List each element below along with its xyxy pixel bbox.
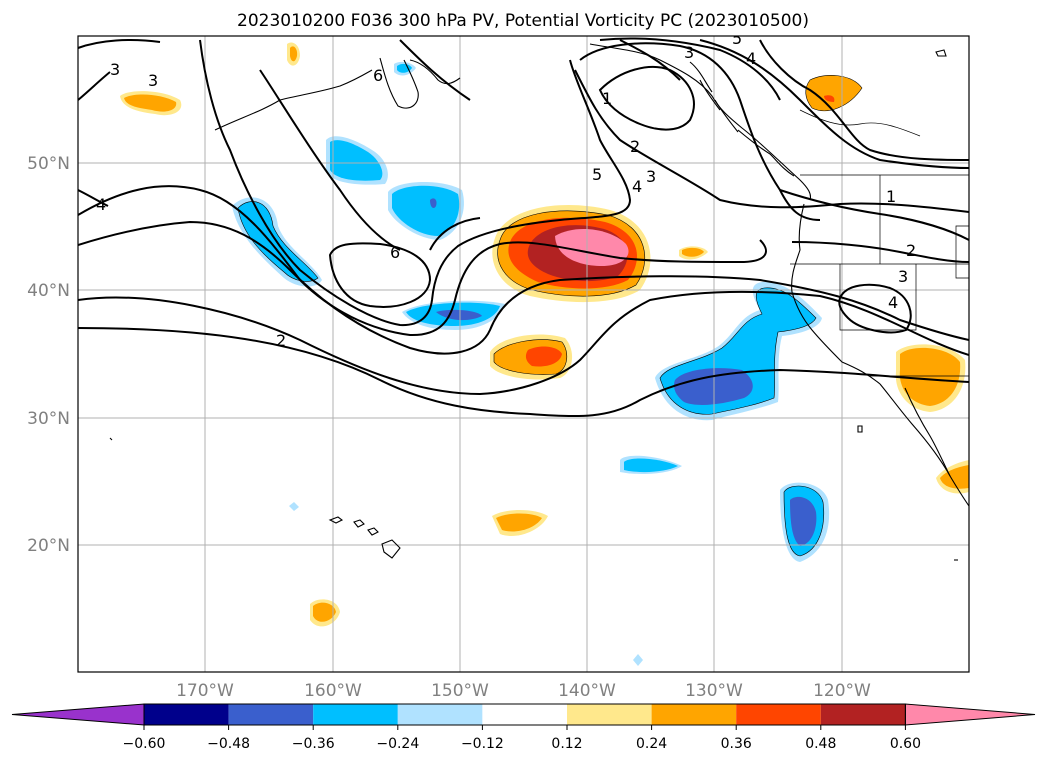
colorbar-tick-label: −0.60 xyxy=(123,736,166,752)
map-frame xyxy=(77,35,970,673)
map-panel: 3 3 4 6 5 1 2 3 4 3 5 4 2 6 1 2 3 4 xyxy=(78,29,969,672)
lon-label: 120°W xyxy=(813,681,871,701)
lon-label: 140°W xyxy=(558,681,616,701)
lon-label: 160°W xyxy=(304,681,362,701)
contour-label: 1 xyxy=(886,187,896,206)
colorbar-tick-label: 0.12 xyxy=(551,736,582,752)
lon-label: 150°W xyxy=(431,681,489,701)
colorbar-tick-label: 0.24 xyxy=(636,736,667,752)
contour-labels: 3 3 4 6 5 1 2 3 4 3 5 4 2 6 1 2 3 4 xyxy=(96,29,916,350)
contour-label: 4 xyxy=(96,195,106,214)
colorbar-segment xyxy=(397,704,483,725)
contour-label: 4 xyxy=(746,49,756,68)
graticule xyxy=(78,36,969,672)
contour-label: 3 xyxy=(148,71,158,90)
lat-label: 30°N xyxy=(27,409,70,429)
contour-label: 2 xyxy=(906,241,916,260)
coastlines xyxy=(109,43,969,561)
colorbar-tick-label: 0.36 xyxy=(721,736,752,752)
contour-label: 3 xyxy=(684,43,694,62)
colorbar-tick-label: −0.12 xyxy=(461,736,504,752)
lat-label: 40°N xyxy=(27,281,70,301)
colorbar-tick-label: 0.48 xyxy=(805,736,836,752)
colorbar-segment xyxy=(567,704,652,725)
contour-label: 2 xyxy=(276,331,286,350)
colorbar-tick-label: 0.60 xyxy=(890,736,921,752)
colorbar-segment xyxy=(736,704,821,725)
contour-label: 3 xyxy=(646,167,656,186)
lat-label: 20°N xyxy=(27,536,70,556)
colorbar: −0.60 −0.48 −0.36 −0.24 −0.12 0.12 0.24 0.36 0.4… xyxy=(11,703,1036,752)
contour-label: 4 xyxy=(888,293,898,312)
anomaly-outlines xyxy=(237,75,863,557)
colorbar-tick-label: −0.24 xyxy=(376,736,419,752)
colorbar-extend-low xyxy=(11,703,145,726)
contour-label: 2 xyxy=(630,137,640,156)
colorbar-segment xyxy=(651,704,737,725)
pv-contours xyxy=(78,37,969,418)
colorbar-segment xyxy=(820,704,906,725)
map-title: 2023010200 F036 300 hPa PV, Potential Vo… xyxy=(237,11,809,31)
contour-label: 6 xyxy=(373,66,383,85)
colorbar-tick-label: −0.36 xyxy=(292,736,335,752)
contour-label: 3 xyxy=(898,267,908,286)
longitude-labels: 170°W 160°W 150°W 140°W 130°W 120°W xyxy=(176,681,871,701)
colorbar-segment xyxy=(313,704,398,725)
contour-label: 6 xyxy=(390,243,400,262)
lon-label: 130°W xyxy=(685,681,743,701)
contour-label: 5 xyxy=(592,165,602,184)
latitude-labels: 50°N 40°N 30°N 20°N xyxy=(27,154,70,556)
contour-label: 5 xyxy=(732,29,742,48)
colorbar-frame xyxy=(143,703,906,726)
contour-label: 1 xyxy=(602,89,612,108)
contour-label: 4 xyxy=(632,177,642,196)
colorbar-segment xyxy=(228,704,314,725)
colorbar-segment xyxy=(144,704,229,725)
contour-label: 3 xyxy=(110,60,120,79)
colorbar-extend-high xyxy=(904,703,1036,726)
lon-label: 170°W xyxy=(176,681,234,701)
colorbar-tick-label: −0.48 xyxy=(207,736,250,752)
colorbar-segment xyxy=(482,704,567,725)
lat-label: 50°N xyxy=(27,154,70,174)
